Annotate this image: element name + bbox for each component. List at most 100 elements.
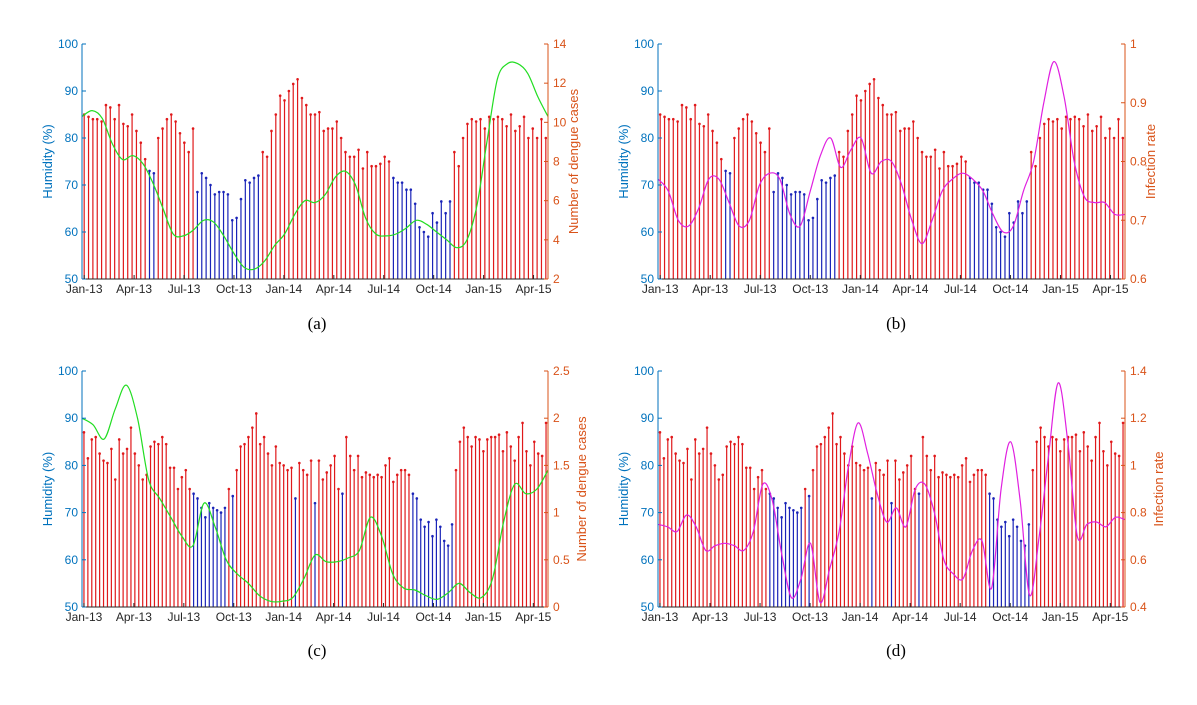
panel-d-bar-cap-9 bbox=[693, 438, 697, 441]
panel-c-bar-cap-40 bbox=[239, 445, 242, 448]
panel-c-ytick-left-label-4: 90 bbox=[65, 411, 79, 425]
panel-c-bar-cap-26 bbox=[184, 468, 188, 472]
panel-b-bar-cap-13 bbox=[715, 141, 719, 144]
panel-b-bar-cap-67 bbox=[951, 164, 954, 168]
panel-a-bar-cap-30 bbox=[213, 193, 217, 196]
panel-b-bar-cap-84 bbox=[1025, 200, 1029, 203]
panel-d-bar-cap-50 bbox=[854, 461, 858, 465]
panel-a-bar-cap-8 bbox=[117, 103, 121, 107]
panel-b-bar-cap-95 bbox=[1073, 115, 1077, 119]
panel-a-bar-cap-29 bbox=[209, 183, 212, 187]
panel-d-ytick-left-label-0: 50 bbox=[641, 600, 655, 614]
panel-d-bar-cap-76 bbox=[956, 475, 960, 479]
panel-d-bar-cap-34 bbox=[792, 508, 795, 512]
panel-b-bar-cap-21 bbox=[750, 120, 754, 123]
panel-a-bar-cap-1 bbox=[87, 115, 90, 119]
panel-d-ytick-left-label-2: 70 bbox=[641, 506, 655, 520]
panel-d-bar-cap-51 bbox=[858, 464, 862, 467]
panel-c-bar-cap-94 bbox=[450, 523, 454, 526]
panel-a-bar-cap-65 bbox=[365, 150, 369, 154]
panel-a-bar-cap-26 bbox=[196, 190, 199, 194]
panel-d-bar-cap-45 bbox=[835, 442, 838, 446]
panel-a-bar-cap-27 bbox=[200, 171, 204, 175]
panel-c-ytick-right-label-1: 0.5 bbox=[553, 553, 570, 567]
panel-a-bar-cap-55 bbox=[322, 129, 326, 133]
panel-a-bar-cap-68 bbox=[379, 162, 382, 166]
panel-c-ytick-left-label-1: 60 bbox=[65, 553, 79, 567]
panel-c-bar-cap-21 bbox=[164, 442, 168, 446]
panel-b-bar-cap-99 bbox=[1090, 129, 1094, 133]
panel-a-bar-cap-42 bbox=[265, 155, 269, 159]
panel-c-bar-cap-31 bbox=[204, 516, 207, 519]
panel-b-xtick-label-5: Apr-14 bbox=[892, 282, 928, 296]
panel-d-xtick-label-6: Jul-14 bbox=[944, 610, 977, 624]
panel-a-bar-cap-10 bbox=[126, 124, 130, 128]
panel-a-bar-cap-17 bbox=[156, 136, 160, 140]
panel-a-bar-cap-41 bbox=[261, 150, 265, 154]
panel-a-xtick-label-0: Jan-13 bbox=[66, 282, 103, 296]
panel-d-series-line bbox=[657, 382, 1126, 604]
panel-c-bar-cap-67 bbox=[345, 435, 348, 439]
panel-b-bar-cap-28 bbox=[781, 176, 784, 180]
panel-c-bar-cap-98 bbox=[466, 435, 470, 439]
panel-b-bar-cap-105 bbox=[1117, 117, 1120, 121]
panel-c-ytick-right-label-0: 0 bbox=[553, 600, 560, 614]
panel-d-bar-cap-39 bbox=[811, 468, 815, 472]
panel-c-bar-cap-81 bbox=[399, 468, 403, 472]
panel-c-bar-cap-73 bbox=[368, 473, 372, 477]
panel-d-bar-cap-55 bbox=[874, 461, 878, 465]
panel-b-bar-cap-51 bbox=[881, 103, 885, 107]
panel-b-bar-cap-48 bbox=[868, 82, 871, 86]
panel-d-bar-cap-5 bbox=[678, 459, 681, 462]
panel-a-bar-cap-101 bbox=[522, 115, 526, 119]
panel-a-bar-cap-57 bbox=[331, 127, 334, 130]
panel-d-ytick-right-label-3: 1 bbox=[1130, 458, 1137, 472]
panel-d-bar-cap-53 bbox=[866, 466, 870, 470]
panel-a-ytick-left-label-3: 80 bbox=[65, 131, 79, 145]
panel-c-bar-cap-99 bbox=[470, 445, 473, 448]
panel-d-bar-cap-56 bbox=[878, 468, 882, 472]
panel-d-bar-cap-6 bbox=[682, 461, 685, 465]
panel-c-xtick-label-9: Apr-15 bbox=[515, 610, 551, 624]
panel-a-bar-cap-92 bbox=[483, 127, 487, 130]
panel-b-bar-cap-79 bbox=[1003, 235, 1007, 238]
panel-b-xtick-label-8: Jan-15 bbox=[1042, 282, 1079, 296]
panel-b-bar-cap-73 bbox=[977, 181, 981, 184]
panel-d-bar-cap-79 bbox=[968, 480, 972, 484]
panel-b-bar-cap-27 bbox=[776, 171, 780, 175]
panel-a-chart: 50 60 70 80 90 100 2 4 6 8 10 12 14 Jan-13 Apr-13 Jul-1… bbox=[40, 37, 581, 296]
panel-d-bar-cap-24 bbox=[752, 487, 756, 491]
panel-c-ytick-right-label-5: 2.5 bbox=[553, 364, 570, 378]
panel-d-ytick-right-label-0: 0.4 bbox=[1130, 600, 1147, 614]
panel-a-bar-cap-87 bbox=[461, 136, 465, 140]
panel-b-ytick-left-label-1: 60 bbox=[641, 225, 655, 239]
panel-a-bar-cap-79 bbox=[426, 235, 430, 238]
panel-b-ylabel-left: Humidity (%) bbox=[616, 124, 631, 198]
panel-d-bar-cap-1 bbox=[662, 457, 666, 460]
panel-b-bar-cap-88 bbox=[1042, 122, 1046, 126]
panel-d-bar-cap-33 bbox=[788, 506, 791, 510]
panel-c-ytick-right-label-4: 2 bbox=[553, 411, 560, 425]
panel-a-bar-cap-91 bbox=[479, 117, 482, 121]
panel-b-bar-cap-38 bbox=[824, 181, 828, 184]
panel-b-bar-cap-18 bbox=[737, 127, 741, 130]
panel-c-bar-cap-72 bbox=[364, 471, 368, 474]
panel-b-bar-cap-16 bbox=[728, 171, 732, 175]
panel-b-bar-cap-75 bbox=[986, 188, 989, 191]
panel-b-ytick-left-label-3: 80 bbox=[641, 131, 655, 145]
panel-d-bar-cap-27 bbox=[764, 487, 768, 491]
panel-a-bar-cap-25 bbox=[191, 127, 195, 130]
panel-d-bar-cap-31 bbox=[780, 516, 783, 519]
panel-d-bar-cap-67 bbox=[921, 435, 925, 439]
panel-c-bar-cap-95 bbox=[454, 468, 458, 472]
panel-b-bar-cap-8 bbox=[693, 103, 697, 107]
panel-c-ylabel-left: Humidity (%) bbox=[40, 452, 55, 526]
panel-c-bar-cap-91 bbox=[439, 525, 442, 529]
panel-d-bar-cap-116 bbox=[1113, 452, 1117, 455]
panel-c-bar-cap-2 bbox=[90, 438, 94, 441]
panel-d-bar-cap-22 bbox=[744, 466, 748, 470]
panel-d-bar-cap-100 bbox=[1051, 435, 1054, 439]
panel-c-bar-cap-11 bbox=[125, 447, 129, 451]
panel-a-xtick-label-2: Jul-13 bbox=[168, 282, 201, 296]
panel-b-bar-cap-14 bbox=[719, 157, 723, 161]
